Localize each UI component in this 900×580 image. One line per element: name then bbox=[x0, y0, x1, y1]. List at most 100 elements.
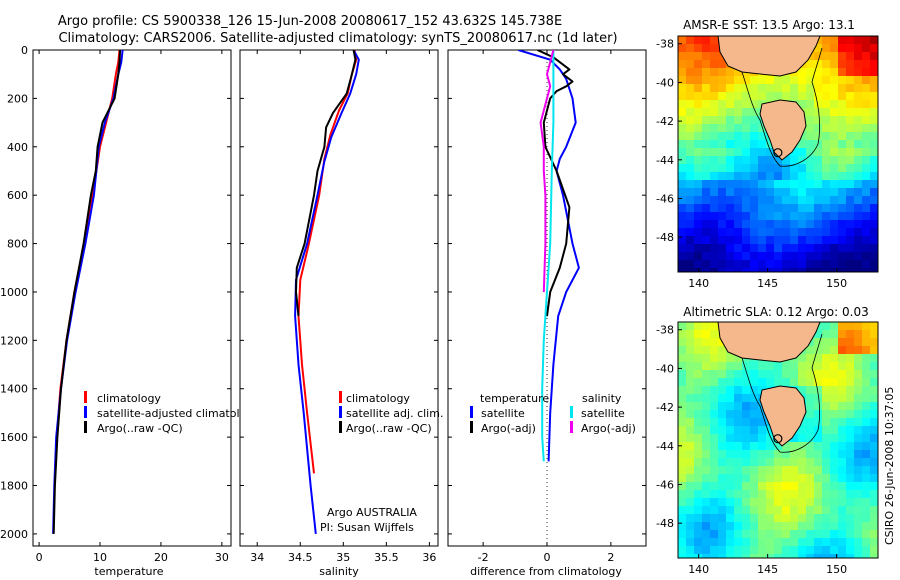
heatmap-cell bbox=[814, 530, 822, 538]
legend-label-temp-satellite: satellite bbox=[481, 407, 525, 420]
heatmap-cell bbox=[750, 84, 758, 92]
heatmap-cell bbox=[726, 474, 734, 482]
heatmap-cell bbox=[846, 164, 854, 172]
heatmap-cell bbox=[686, 92, 694, 100]
heatmap-cell bbox=[726, 236, 734, 244]
heatmap-cell bbox=[822, 338, 830, 346]
heatmap-cell bbox=[846, 236, 854, 244]
heatmap-cell bbox=[678, 204, 686, 212]
heatmap-cell bbox=[838, 172, 846, 180]
heatmap-cell bbox=[742, 386, 750, 394]
heatmap-cell bbox=[830, 100, 838, 108]
heatmap-cell bbox=[862, 100, 870, 108]
heatmap-cell bbox=[870, 260, 878, 268]
header-line2: Climatology: CARS2006. Satellite-adjuste… bbox=[58, 31, 617, 46]
sst-map-title: AMSR-E SST: 13.5 Argo: 13.1 bbox=[683, 18, 855, 32]
heatmap-cell bbox=[678, 394, 686, 402]
heatmap-cell bbox=[830, 442, 838, 450]
heatmap-cell bbox=[814, 44, 822, 52]
heatmap-cell bbox=[838, 450, 846, 458]
heatmap-cell bbox=[862, 172, 870, 180]
heatmap-cell bbox=[838, 140, 846, 148]
heatmap-cell bbox=[838, 204, 846, 212]
heatmap-cell bbox=[806, 180, 814, 188]
heatmap-cell bbox=[694, 44, 702, 52]
heatmap-cell bbox=[830, 402, 838, 410]
heatmap-cell bbox=[814, 68, 822, 76]
heatmap-cell bbox=[694, 378, 702, 386]
heatmap-cell bbox=[678, 196, 686, 204]
heatmap-cell bbox=[862, 188, 870, 196]
heatmap-cell bbox=[854, 220, 862, 228]
heatmap-cell bbox=[742, 458, 750, 466]
heatmap-cell bbox=[782, 370, 790, 378]
heatmap-cell bbox=[798, 76, 806, 84]
heatmap-cell bbox=[806, 148, 814, 156]
heatmap-cell bbox=[830, 330, 838, 338]
heatmap-cell bbox=[798, 458, 806, 466]
heatmap-cell bbox=[830, 450, 838, 458]
heatmap-cell bbox=[830, 426, 838, 434]
heatmap-cell bbox=[790, 554, 798, 558]
heatmap-cell bbox=[822, 60, 830, 68]
heatmap-cell bbox=[862, 60, 870, 68]
heatmap-cell bbox=[830, 228, 838, 236]
heatmap-cell bbox=[718, 346, 726, 354]
heatmap-cell bbox=[734, 180, 742, 188]
heatmap-cell bbox=[694, 196, 702, 204]
heatmap-cell bbox=[814, 124, 822, 132]
heatmap-cell bbox=[838, 434, 846, 442]
heatmap-cell bbox=[862, 482, 870, 490]
heatmap-cell bbox=[798, 466, 806, 474]
heatmap-cell bbox=[838, 322, 846, 330]
heatmap-cell bbox=[830, 530, 838, 538]
heatmap-cell bbox=[846, 92, 854, 100]
heatmap-cell bbox=[678, 410, 686, 418]
heatmap-cell bbox=[702, 402, 710, 410]
heatmap-cell bbox=[838, 402, 846, 410]
heatmap-cell bbox=[798, 204, 806, 212]
heatmap-cell bbox=[750, 394, 758, 402]
heatmap-cell bbox=[838, 474, 846, 482]
heatmap-cell bbox=[694, 252, 702, 260]
heatmap-cell bbox=[790, 212, 798, 220]
heatmap-cell bbox=[766, 514, 774, 522]
heatmap-cell bbox=[766, 554, 774, 558]
y-tick-label: 1200 bbox=[0, 334, 28, 347]
heatmap-cell bbox=[750, 220, 758, 228]
heatmap-cell bbox=[774, 362, 782, 370]
heatmap-cell bbox=[870, 84, 878, 92]
heatmap-cell bbox=[822, 378, 830, 386]
heatmap-cell bbox=[774, 188, 782, 196]
heatmap-cell bbox=[822, 156, 830, 164]
series-line-argo-raw-qc bbox=[52, 50, 122, 534]
heatmap-cell bbox=[862, 338, 870, 346]
heatmap-cell bbox=[846, 188, 854, 196]
heatmap-cell bbox=[790, 196, 798, 204]
heatmap-cell bbox=[814, 538, 822, 546]
heatmap-cell bbox=[782, 228, 790, 236]
heatmap-cell bbox=[774, 268, 782, 272]
heatmap-cell bbox=[694, 338, 702, 346]
heatmap-cell bbox=[758, 530, 766, 538]
heatmap-cell bbox=[758, 418, 766, 426]
heatmap-cell bbox=[838, 394, 846, 402]
heatmap-cell bbox=[774, 506, 782, 514]
heatmap-cell bbox=[862, 474, 870, 482]
heatmap-cell bbox=[846, 386, 854, 394]
heatmap-cell bbox=[854, 354, 862, 362]
heatmap-cell bbox=[790, 378, 798, 386]
heatmap-cell bbox=[734, 212, 742, 220]
heatmap-cell bbox=[678, 362, 686, 370]
heatmap-cell bbox=[806, 482, 814, 490]
heatmap-cell bbox=[750, 76, 758, 84]
heatmap-cell bbox=[702, 44, 710, 52]
heatmap-cell bbox=[854, 490, 862, 498]
heatmap-cell bbox=[822, 490, 830, 498]
heatmap-cell bbox=[870, 530, 878, 538]
heatmap-cell bbox=[854, 346, 862, 354]
heatmap-cell bbox=[806, 442, 814, 450]
heatmap-cell bbox=[806, 108, 814, 116]
heatmap-cell bbox=[814, 330, 822, 338]
shelf-contour bbox=[741, 47, 823, 167]
